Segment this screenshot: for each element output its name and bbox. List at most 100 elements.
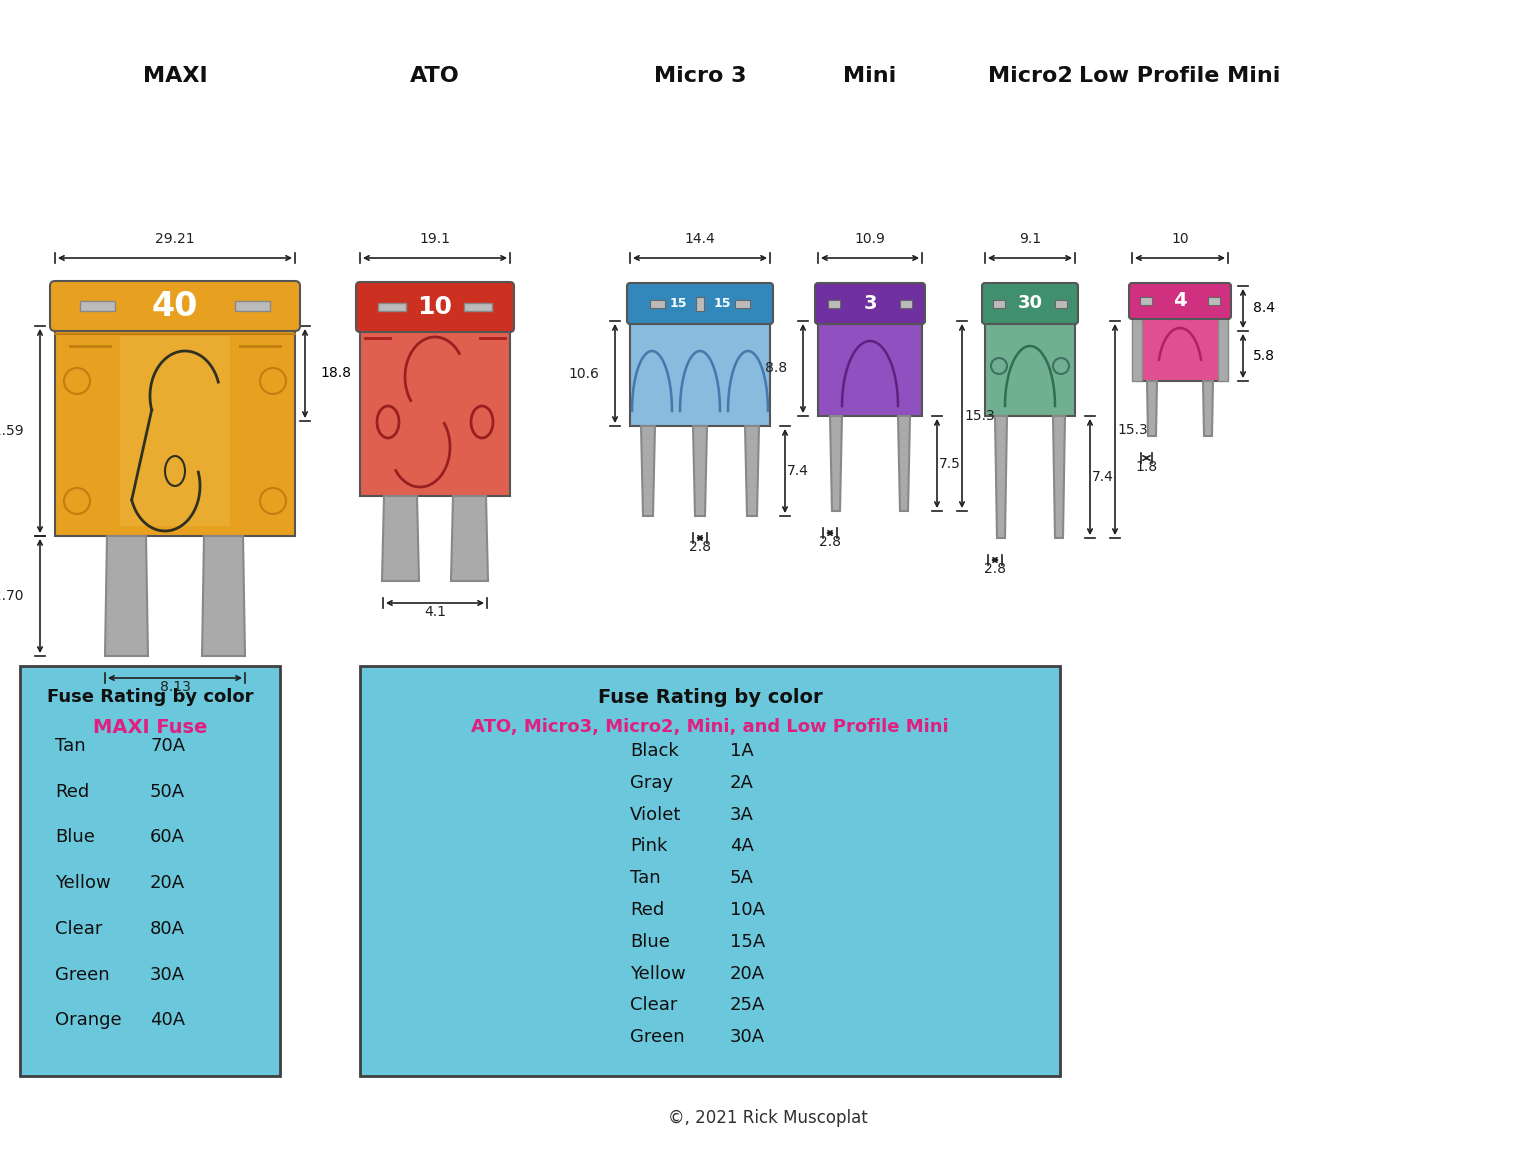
Text: Clear: Clear: [630, 996, 677, 1015]
FancyBboxPatch shape: [627, 283, 773, 324]
Bar: [378, 303, 406, 311]
Polygon shape: [995, 416, 1008, 538]
Bar: [1207, 297, 1220, 305]
Bar: [464, 303, 492, 311]
Text: Orange: Orange: [55, 1012, 121, 1029]
Text: Green: Green: [630, 1028, 685, 1046]
Text: 1A: 1A: [730, 742, 754, 759]
Text: 4A: 4A: [730, 837, 754, 855]
Bar: [1218, 316, 1227, 381]
Text: Red: Red: [55, 783, 89, 801]
Text: 30A: 30A: [151, 965, 186, 984]
Text: 20A: 20A: [151, 874, 186, 892]
Text: 21.59: 21.59: [0, 424, 25, 438]
Text: 30: 30: [1017, 295, 1043, 312]
Text: 2A: 2A: [730, 773, 754, 792]
Text: 30A: 30A: [730, 1028, 765, 1046]
Text: 9.1: 9.1: [1018, 232, 1041, 246]
Text: 2.8: 2.8: [819, 535, 842, 549]
Text: 10A: 10A: [730, 901, 765, 919]
Text: ATO: ATO: [410, 66, 459, 86]
Polygon shape: [693, 427, 707, 516]
Text: Low Profile Mini: Low Profile Mini: [1080, 66, 1281, 86]
Text: 29.21: 29.21: [155, 232, 195, 246]
Text: 10: 10: [418, 295, 453, 319]
Text: Green: Green: [55, 965, 109, 984]
Polygon shape: [1147, 381, 1157, 436]
Text: 80A: 80A: [151, 920, 184, 938]
Text: 15.3: 15.3: [965, 409, 995, 423]
Bar: [985, 321, 1075, 416]
Bar: [1055, 299, 1068, 307]
Text: 70A: 70A: [151, 738, 186, 755]
Polygon shape: [104, 536, 147, 655]
Text: 40A: 40A: [151, 1012, 186, 1029]
Text: Yellow: Yellow: [630, 964, 685, 983]
Text: 7.4: 7.4: [786, 464, 809, 477]
Polygon shape: [641, 427, 654, 516]
Text: Black: Black: [630, 742, 679, 759]
Text: MAXI: MAXI: [143, 66, 207, 86]
Text: Red: Red: [630, 901, 664, 919]
Bar: [696, 296, 703, 311]
Text: 10: 10: [1170, 232, 1189, 246]
Text: Clear: Clear: [55, 920, 103, 938]
Bar: [992, 299, 1005, 307]
Text: ATO, Micro3, Micro2, Mini, and Low Profile Mini: ATO, Micro3, Micro2, Mini, and Low Profi…: [472, 718, 949, 736]
Text: 3A: 3A: [730, 806, 754, 823]
Text: Blue: Blue: [630, 933, 670, 950]
Text: 10.6: 10.6: [568, 366, 599, 380]
Text: 4: 4: [1174, 291, 1187, 311]
FancyBboxPatch shape: [982, 283, 1078, 324]
Text: Violet: Violet: [630, 806, 682, 823]
Text: 3: 3: [863, 294, 877, 313]
Bar: [120, 336, 230, 526]
Bar: [80, 301, 115, 311]
FancyBboxPatch shape: [1129, 283, 1230, 319]
Polygon shape: [1054, 416, 1064, 538]
Polygon shape: [1203, 381, 1213, 436]
Text: 12.70: 12.70: [0, 590, 25, 603]
Polygon shape: [203, 536, 246, 655]
Text: 5A: 5A: [730, 869, 754, 887]
Polygon shape: [745, 427, 759, 516]
Text: Pink: Pink: [630, 837, 667, 855]
Text: 2.8: 2.8: [690, 540, 711, 554]
Text: Mini: Mini: [843, 66, 897, 86]
Text: 50A: 50A: [151, 783, 186, 801]
Text: Tan: Tan: [630, 869, 660, 887]
Bar: [359, 328, 510, 496]
Text: Fuse Rating by color: Fuse Rating by color: [598, 688, 822, 707]
Text: 5.8: 5.8: [1253, 349, 1275, 363]
Text: Micro2: Micro2: [988, 66, 1072, 86]
Bar: [1140, 316, 1220, 381]
Text: Blue: Blue: [55, 829, 95, 846]
Text: 1.8: 1.8: [1135, 460, 1158, 474]
Text: 15: 15: [670, 297, 687, 310]
Text: 8.13: 8.13: [160, 680, 190, 694]
Polygon shape: [829, 416, 842, 511]
Polygon shape: [382, 496, 419, 581]
Text: Micro 3: Micro 3: [654, 66, 746, 86]
Text: 20A: 20A: [730, 964, 765, 983]
Text: 14.4: 14.4: [685, 232, 716, 246]
Text: 10.9: 10.9: [854, 232, 885, 246]
Text: Yellow: Yellow: [55, 874, 111, 892]
Text: 4.1: 4.1: [424, 605, 445, 618]
Text: 2.8: 2.8: [985, 562, 1006, 576]
Bar: [1132, 316, 1141, 381]
Text: 40: 40: [152, 289, 198, 323]
FancyBboxPatch shape: [816, 283, 925, 324]
Text: MAXI Fuse: MAXI Fuse: [92, 718, 207, 738]
Text: 15.3: 15.3: [1117, 422, 1147, 437]
Text: 19.1: 19.1: [419, 232, 450, 246]
FancyBboxPatch shape: [359, 666, 1060, 1076]
Bar: [650, 299, 665, 307]
Text: Tan: Tan: [55, 738, 86, 755]
Bar: [900, 299, 912, 307]
Text: 15: 15: [713, 297, 731, 310]
Bar: [828, 299, 840, 307]
Text: 18.8: 18.8: [319, 366, 352, 380]
Text: 8.4: 8.4: [1253, 301, 1275, 314]
Text: 7.4: 7.4: [1092, 470, 1114, 484]
